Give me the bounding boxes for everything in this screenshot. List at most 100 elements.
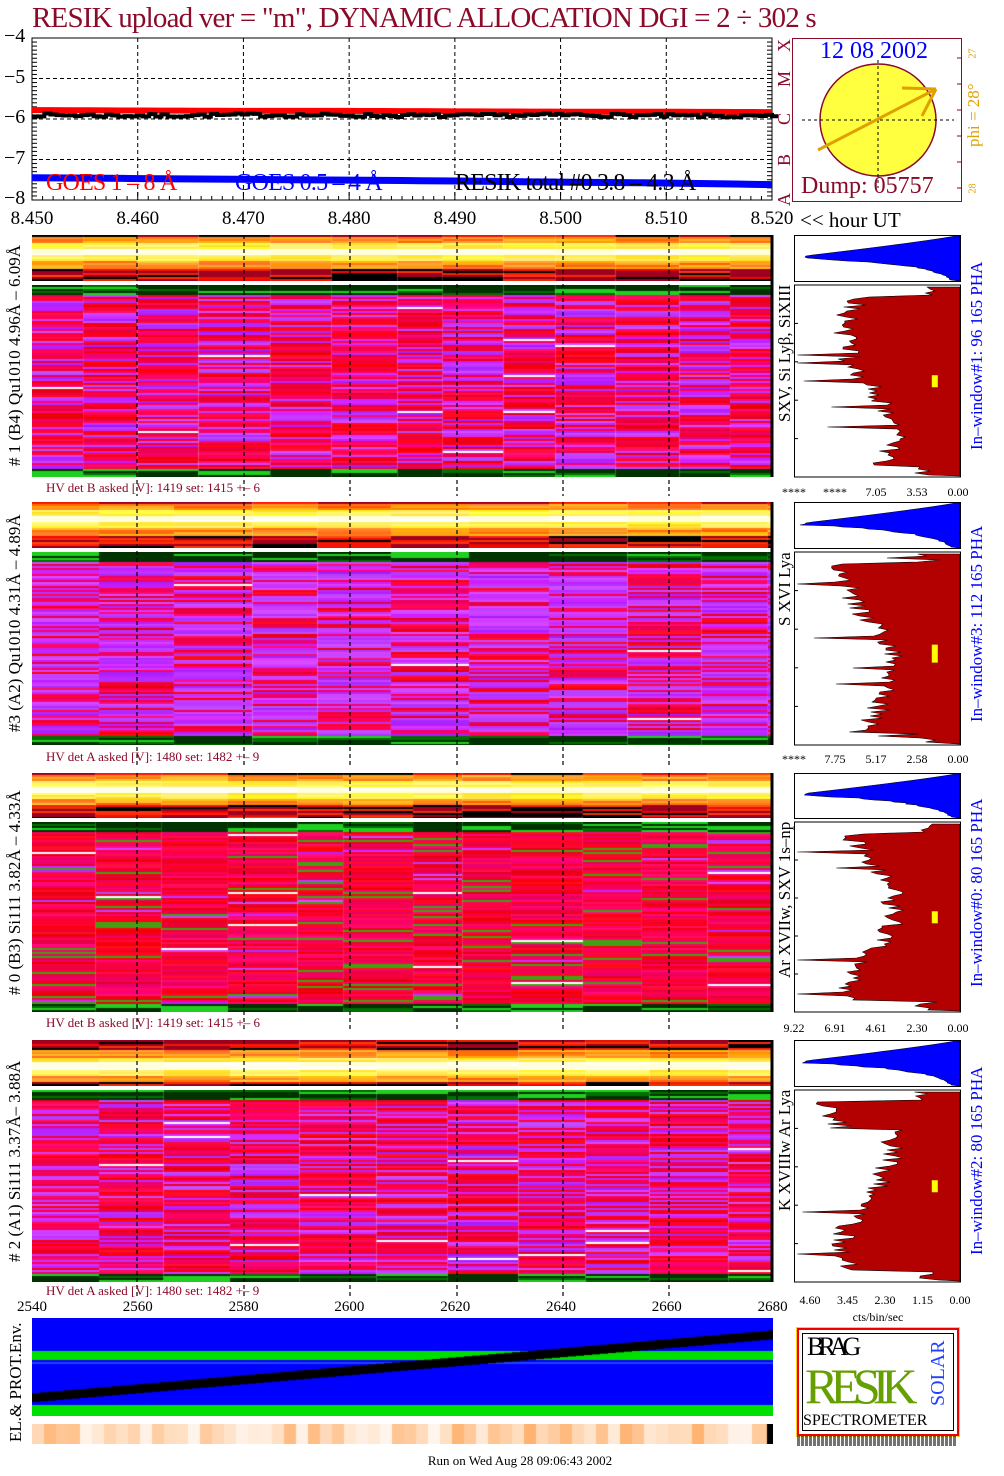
pha-histogram bbox=[803, 773, 961, 819]
sun-frame bbox=[792, 38, 962, 202]
phi-angle: phi = 28° bbox=[964, 83, 983, 147]
in-window-0: In–window#1: 96 165 PHA bbox=[967, 261, 986, 451]
sun-date: 12 08 2002 bbox=[820, 38, 928, 64]
legend-goes-short: GOES 0.5 – 4 Å bbox=[235, 170, 383, 196]
spectrum-band-1 bbox=[32, 502, 773, 548]
x-tick-label: 8.490 bbox=[433, 208, 477, 229]
hist-tick-label: 2.30 bbox=[906, 1021, 928, 1035]
pha-histogram bbox=[799, 502, 961, 549]
hist-tick-label: 0.00 bbox=[947, 752, 969, 766]
histograms-0 bbox=[794, 235, 961, 478]
x-tick-label: 8.480 bbox=[327, 208, 371, 229]
histograms-1 bbox=[794, 502, 961, 746]
window-marker bbox=[931, 644, 938, 663]
hist-tick-label: 3.53 bbox=[906, 485, 928, 499]
line-ids-1: S XVI Lya bbox=[775, 552, 794, 626]
line-ids-2: Ar XVIIw, SXV 1s–np bbox=[775, 822, 794, 979]
particle-environment-bar bbox=[32, 1424, 773, 1444]
hv-status-0: HV det B asked [V]: 1419 set: 1415 +– 6 bbox=[46, 480, 260, 495]
bin-tick-label: 2620 bbox=[440, 1299, 471, 1315]
legend-goes-long: GOES 1 – 8 Å bbox=[46, 170, 177, 196]
hist-tick-label: 4.61 bbox=[865, 1021, 887, 1035]
hv-status-1: HV det A asked [V]: 1480 set: 1482 +– 9 bbox=[46, 749, 260, 764]
bin-tick-label: 2660 bbox=[651, 1299, 682, 1315]
y-tick-label: −4 bbox=[4, 25, 26, 47]
panel-label-2: # 0 (B3) Si111 3.82Å – 4.33Å bbox=[5, 790, 24, 995]
logo-spectrometer: SPECTROMETER bbox=[803, 1412, 928, 1429]
x-tick-label: 8.500 bbox=[539, 208, 582, 229]
logo-solar: SOLAR bbox=[927, 1340, 949, 1406]
hist-tick-label: 2.30 bbox=[874, 1293, 896, 1307]
hist-tick-label: 1.15 bbox=[912, 1293, 933, 1307]
hist-tick-label: **** bbox=[782, 752, 806, 766]
panel-grid-0 bbox=[136, 235, 774, 496]
line-ids-3: K XVIIIw Ar Lya bbox=[775, 1090, 794, 1212]
spectrogram-2 bbox=[32, 822, 773, 1012]
hist-tick-label: **** bbox=[823, 485, 847, 499]
x-tick-label: 8.460 bbox=[116, 208, 160, 229]
hist-tick-label: 7.05 bbox=[865, 485, 887, 499]
spectrum-histogram bbox=[797, 286, 961, 477]
window-marker bbox=[931, 1180, 938, 1193]
spectrogram-3 bbox=[32, 1090, 773, 1282]
hist-unit-label: cts/bin/sec bbox=[852, 1310, 904, 1324]
window-marker bbox=[931, 911, 938, 924]
panel-grid-2 bbox=[136, 773, 774, 1031]
spectrum-histogram bbox=[797, 1091, 961, 1282]
footer-run-info: Run on Wed Aug 28 09:06:43 2002 bbox=[427, 1453, 613, 1468]
page-title: RESIK upload ver = "m", DYNAMIC ALLOCATI… bbox=[32, 2, 817, 34]
series-line-1 bbox=[31, 174, 773, 189]
lightcurve-plot bbox=[31, 37, 779, 201]
hv-status-3: HV det A asked [V]: 1480 set: 1482 +– 9 bbox=[46, 1283, 260, 1298]
window-marker bbox=[931, 375, 938, 388]
logo-credits bbox=[797, 1436, 957, 1446]
line-ids-0: SXV, Si Lyβ, SiXIII bbox=[775, 285, 794, 423]
spectrum-histogram bbox=[797, 823, 961, 1012]
phi-tick-top: 27 bbox=[967, 48, 979, 59]
bin-tick-label: 2580 bbox=[228, 1299, 259, 1315]
hist-tick-label: 2.58 bbox=[906, 752, 928, 766]
phi-tick-bottom: 28 bbox=[967, 183, 979, 194]
bin-tick-label: 2640 bbox=[546, 1299, 576, 1315]
hist-tick-label: 0.00 bbox=[949, 1293, 971, 1307]
spectrum-histogram bbox=[797, 553, 961, 745]
series-line-2 bbox=[32, 111, 779, 120]
in-window-1: In–window#3: 112 165 PHA bbox=[967, 525, 986, 722]
resik-logo: BRAG RESIK SOLAR SPECTROMETER bbox=[796, 1327, 960, 1437]
hist-tick-label: 3.45 bbox=[837, 1293, 858, 1307]
dump-number: Dump: 05757 bbox=[801, 173, 934, 199]
spectrogram-0 bbox=[32, 285, 773, 477]
sun-position-diagram bbox=[792, 38, 962, 202]
hv-status-2: HV det B asked [V]: 1419 set: 1415 +– 6 bbox=[46, 1015, 260, 1030]
env-label: EL.& PROT.Env. bbox=[6, 1322, 25, 1442]
panel-grid-1 bbox=[136, 502, 774, 765]
bin-tick-label: 2600 bbox=[334, 1299, 365, 1315]
spectrogram-1 bbox=[32, 552, 773, 745]
panel-label-3: # 2 (A1) Si111 3.37Å– 3.88Å bbox=[5, 1060, 24, 1262]
bin-tick-label: 2680 bbox=[757, 1299, 788, 1315]
spectrum-band-0 bbox=[32, 235, 773, 281]
pha-histogram bbox=[802, 1040, 961, 1087]
x-axis-unit: << hour UT bbox=[800, 208, 901, 232]
y-tick-label: −5 bbox=[4, 65, 26, 88]
hist-tick-label: 7.75 bbox=[824, 752, 846, 766]
hist-tick-label: 5.17 bbox=[865, 752, 887, 766]
in-window-3: In–window#2: 80 165 PHA bbox=[967, 1066, 986, 1256]
bin-tick-label: 2560 bbox=[122, 1299, 153, 1315]
pha-histogram bbox=[804, 235, 961, 282]
in-window-2: In–window#0: 80 165 PHA bbox=[967, 798, 986, 987]
x-tick-label: 8.450 bbox=[10, 208, 54, 229]
hist-tick-label: 0.00 bbox=[947, 1021, 969, 1035]
histograms-2 bbox=[794, 773, 961, 1013]
panel-grid-3 bbox=[136, 1040, 774, 1299]
hist-tick-label: 0.00 bbox=[947, 485, 969, 499]
hist-tick-label: 9.22 bbox=[783, 1021, 805, 1035]
spectrum-band-3 bbox=[32, 1040, 773, 1086]
x-tick-label: 8.510 bbox=[644, 208, 688, 229]
particle-environment-strip bbox=[32, 1318, 773, 1416]
y-tick-label: −7 bbox=[4, 146, 26, 169]
panel-label-1: #3 (A2) Qu1010 4.31Å – 4.89Å bbox=[5, 514, 24, 733]
legend-resik: RESIK total #0 3.8 – 4.3 Å bbox=[455, 170, 696, 196]
panel-label-0: # 1 (B4) Qu1010 4.96Å – 6.09Å bbox=[5, 245, 24, 467]
